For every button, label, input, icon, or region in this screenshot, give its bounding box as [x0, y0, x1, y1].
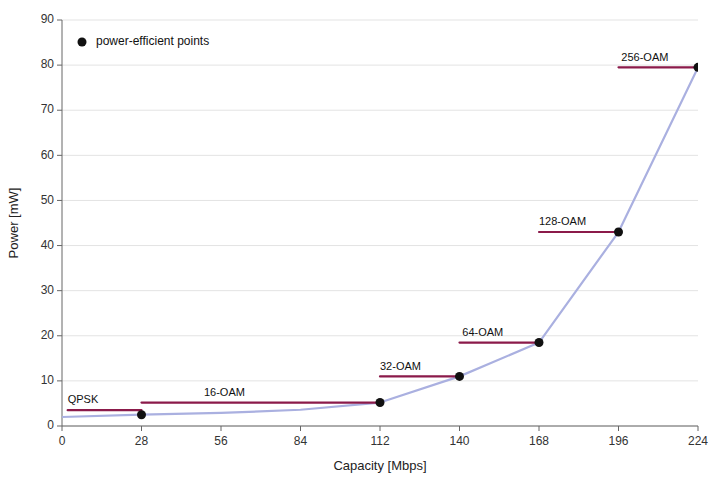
tick-label: 70 — [41, 102, 55, 116]
plot-area — [62, 63, 698, 419]
grid-line — [62, 65, 698, 66]
tick-mark — [459, 426, 460, 431]
tick-mark — [618, 426, 619, 431]
annotation: 64-OAM — [462, 326, 503, 338]
tick-label: 30 — [41, 283, 55, 297]
legend: power-efficient points — [78, 34, 210, 48]
y-axis-line — [62, 20, 63, 426]
y-axis: 0 10 20 30 40 50 60 70 80 90 — [41, 12, 698, 432]
x-axis: 0 28 56 84 112 140 168 196 224 — [59, 426, 709, 448]
tick-mark — [57, 335, 62, 336]
tick-label: 0 — [47, 418, 54, 432]
line — [460, 341, 540, 343]
tick-label: 20 — [41, 328, 55, 342]
legend-label: power-efficient points — [96, 34, 209, 48]
line — [380, 375, 460, 377]
tick-mark — [62, 426, 63, 431]
tick-label: 84 — [294, 434, 308, 448]
line — [539, 231, 619, 233]
tick-label: 50 — [41, 193, 55, 207]
grid-line — [62, 110, 698, 111]
tick-mark — [141, 426, 142, 431]
tick-label: 168 — [529, 434, 549, 448]
grid-line — [62, 155, 698, 156]
x-axis-line — [62, 426, 698, 427]
grid-line — [62, 200, 698, 201]
tick-label: 90 — [41, 12, 55, 26]
legend-marker — [78, 38, 87, 47]
tick-label: 56 — [214, 434, 228, 448]
line — [619, 66, 699, 68]
point — [376, 398, 385, 407]
tick-mark — [57, 155, 62, 156]
tick-label: 28 — [135, 434, 149, 448]
tick-label: 140 — [449, 434, 469, 448]
tick-label: 10 — [41, 373, 55, 387]
line — [68, 409, 142, 411]
grid-line — [62, 20, 698, 21]
tick-mark — [57, 380, 62, 381]
chart: 0 10 20 30 40 50 60 70 80 90 0 28 56 84 112 140 168 196 22… — [0, 0, 720, 480]
tick-label: 80 — [41, 57, 55, 71]
tick-mark — [539, 426, 540, 431]
tick-mark — [57, 110, 62, 111]
tick-mark — [380, 426, 381, 431]
x-axis-label: Capacity [Mbps] — [333, 458, 426, 473]
line — [62, 67, 698, 417]
grid-line — [62, 335, 698, 336]
tick-mark — [57, 20, 62, 21]
tick-mark — [57, 65, 62, 66]
annotation: 256-OAM — [621, 51, 668, 63]
tick-mark — [57, 290, 62, 291]
point — [455, 372, 464, 381]
grid-line — [62, 426, 698, 427]
tick-mark — [698, 426, 699, 431]
tick-label: 112 — [370, 434, 389, 448]
tick-label: 0 — [59, 434, 66, 448]
tick-mark — [57, 245, 62, 246]
line — [142, 401, 381, 403]
tick-mark — [57, 426, 62, 427]
point — [694, 63, 699, 72]
point — [614, 228, 623, 237]
tick-mark — [57, 200, 62, 201]
grid-line — [62, 380, 698, 381]
annotation: 32-OAM — [380, 360, 421, 372]
tick-mark — [300, 426, 301, 431]
tick-label: 40 — [41, 238, 55, 252]
grid-line — [62, 245, 698, 246]
annotation: 128-OAM — [539, 215, 586, 227]
tick-mark — [221, 426, 222, 431]
tick-label: 224 — [688, 434, 708, 448]
tick-label: 196 — [608, 434, 628, 448]
y-axis-label: Power [mW] — [6, 188, 21, 259]
point — [535, 338, 544, 347]
point — [137, 410, 146, 419]
annotation: QPSK — [68, 393, 99, 405]
tick-label: 60 — [41, 148, 55, 162]
grid-line — [62, 290, 698, 291]
annotation: 16-OAM — [204, 386, 245, 398]
annotations: QPSK 16-OAM 32-OAM 64-OAM 128-OAM 256-OAM — [68, 51, 669, 406]
